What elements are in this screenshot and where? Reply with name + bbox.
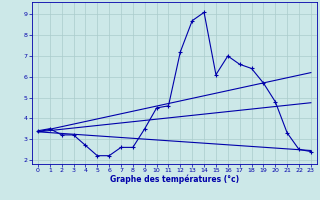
X-axis label: Graphe des températures (°c): Graphe des températures (°c) <box>110 175 239 184</box>
